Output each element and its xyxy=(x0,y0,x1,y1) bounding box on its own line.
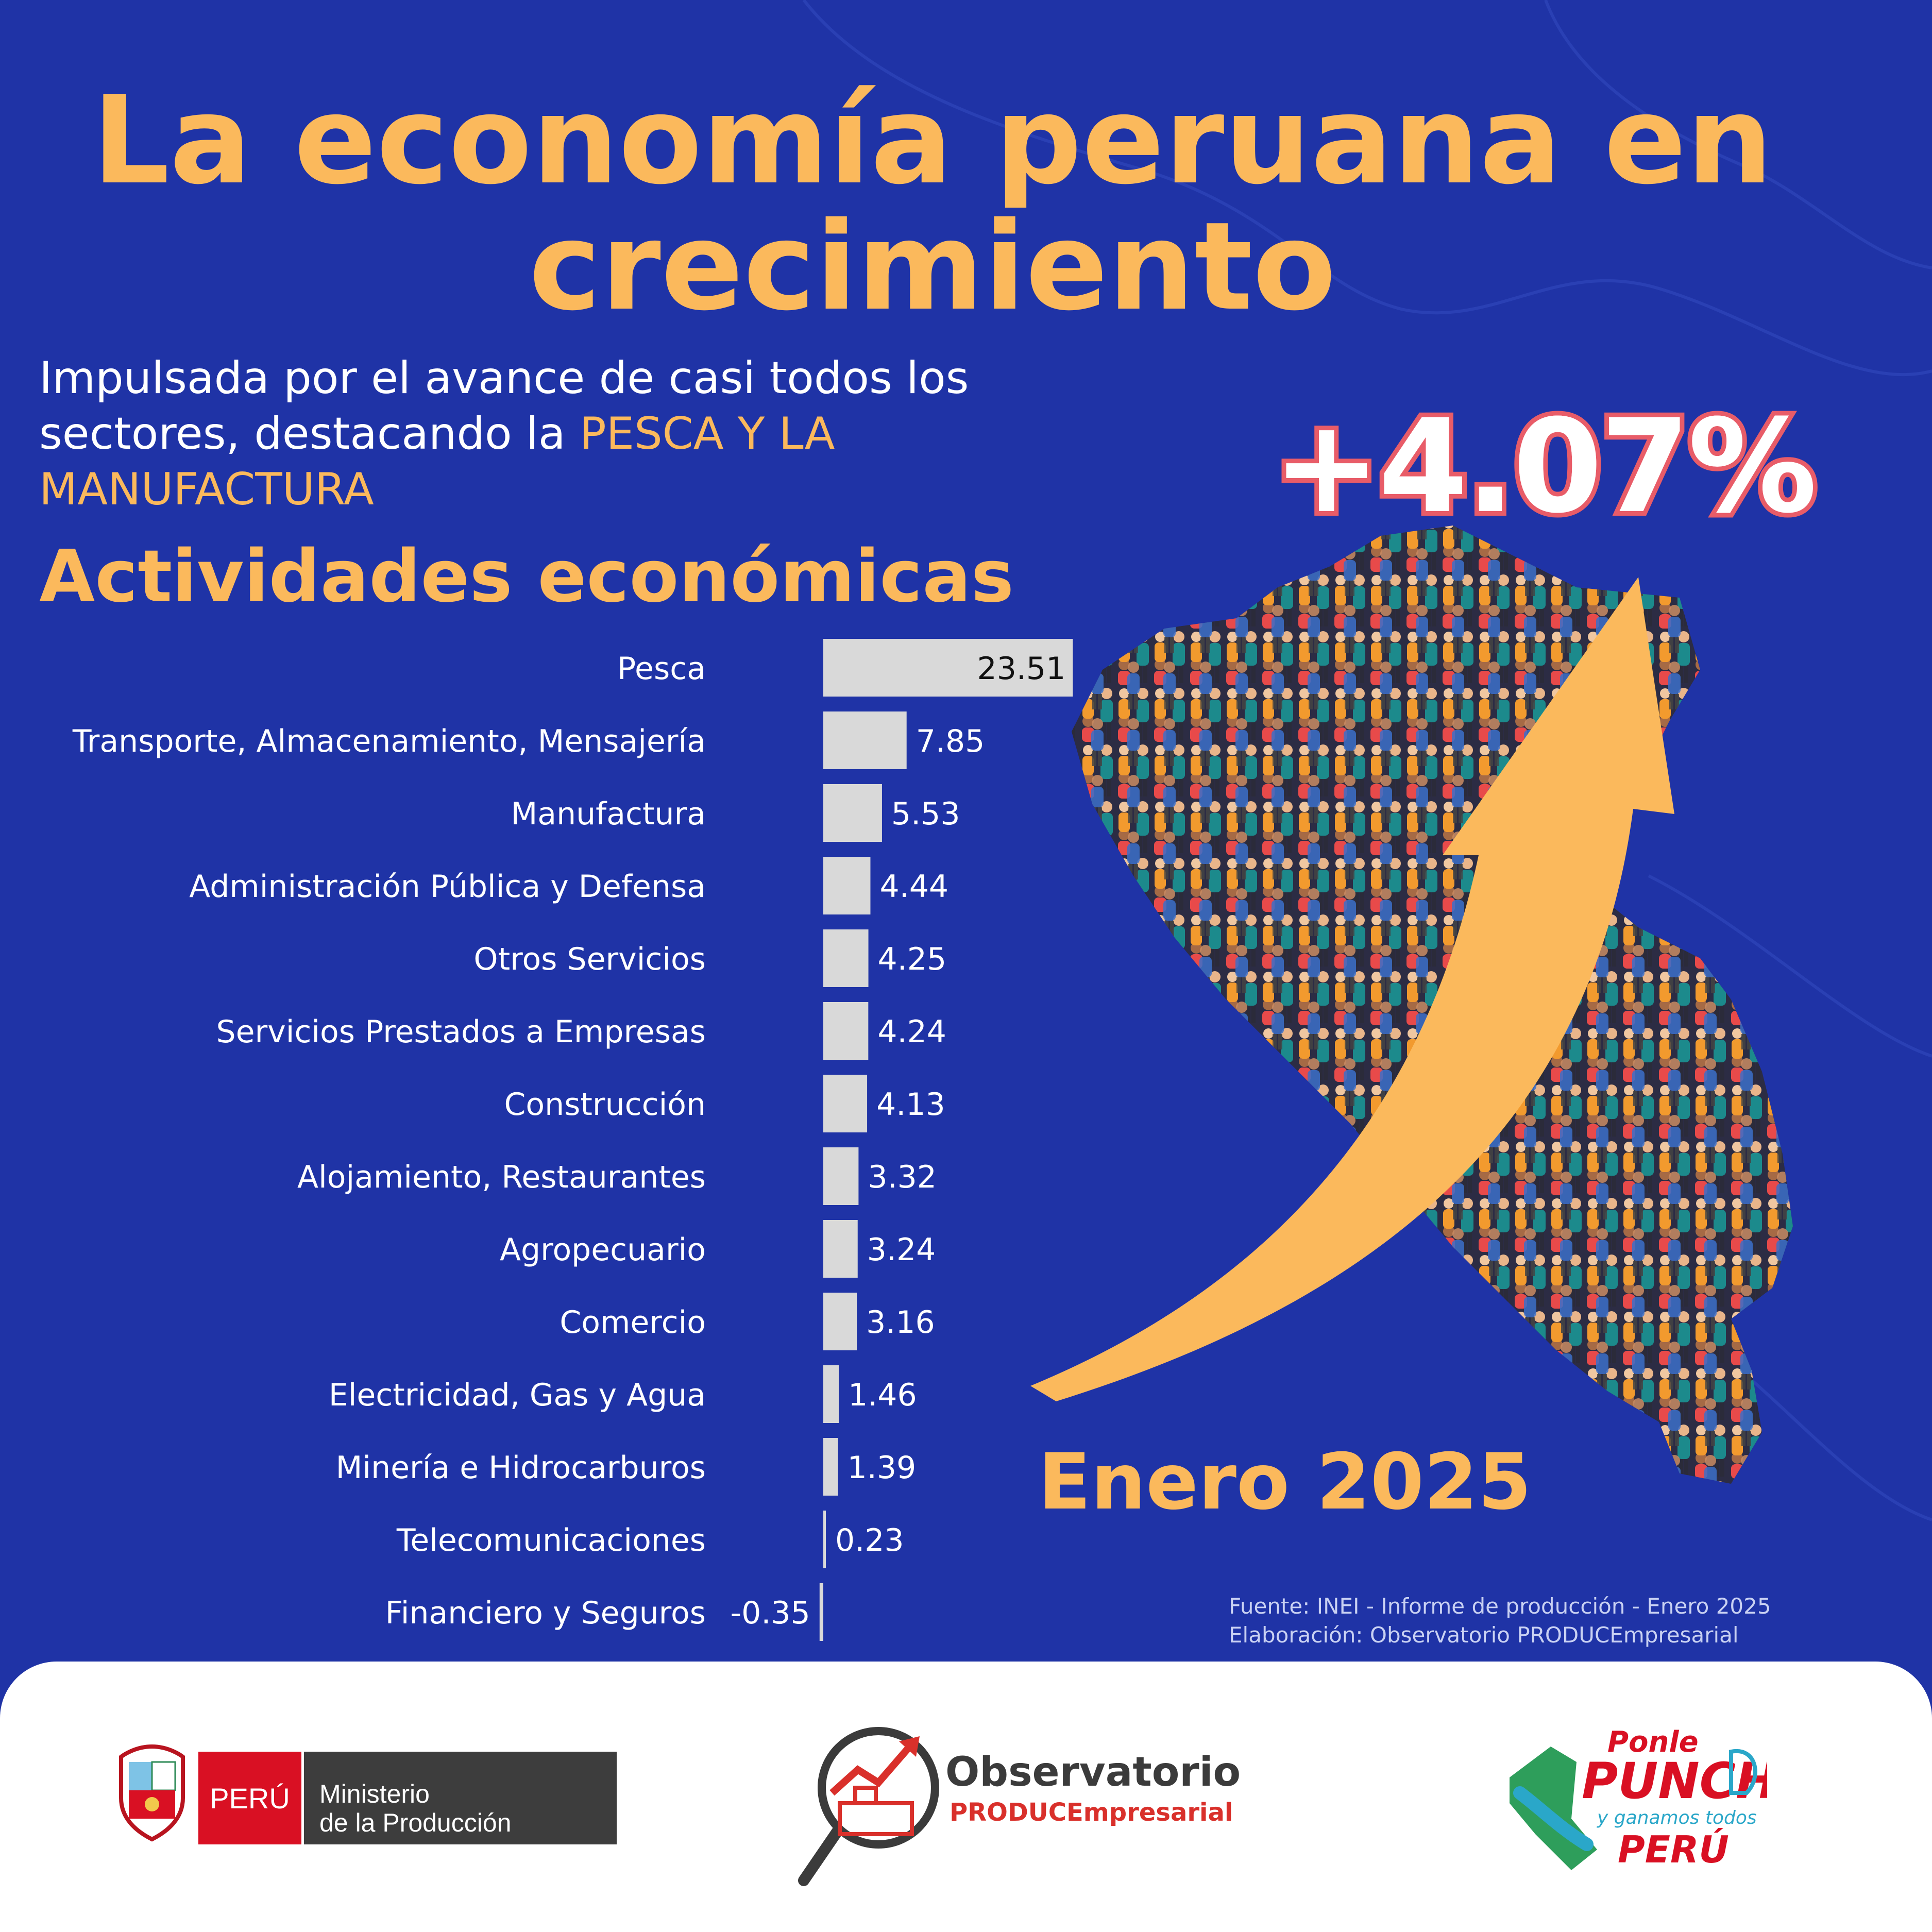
bar xyxy=(823,857,871,914)
category-label: Manufactura xyxy=(511,796,706,832)
category-label: Construcción xyxy=(504,1087,706,1123)
bar xyxy=(823,711,907,769)
value-label: 3.24 xyxy=(867,1232,936,1268)
category-label: Electricidad, Gas y Agua xyxy=(329,1377,706,1413)
value-label: 5.53 xyxy=(891,796,960,832)
ministry-line-2: de la Producción xyxy=(319,1808,512,1837)
ministry-line-1: Ministerio xyxy=(319,1780,430,1808)
category-label: Servicios Prestados a Empresas xyxy=(216,1014,706,1050)
gov-ministry-box: Ministerio de la Producción xyxy=(304,1752,617,1844)
subtitle: Impulsada por el avance de casi todos lo… xyxy=(39,350,1070,517)
category-label: Minería e Hidrocarburos xyxy=(336,1450,706,1486)
headline-value-outline: +4.07% xyxy=(1268,387,1822,546)
observatorio-name: Observatorio xyxy=(945,1749,1241,1795)
value-label: 3.16 xyxy=(866,1304,935,1341)
svg-text:PERÚ: PERÚ xyxy=(1618,1828,1729,1871)
bar xyxy=(823,929,869,987)
category-label: Financiero y Seguros xyxy=(385,1595,706,1631)
bar xyxy=(823,1220,858,1278)
value-label: 23.51 xyxy=(977,651,1066,687)
bar xyxy=(823,1438,838,1496)
value-label: 7.85 xyxy=(916,723,985,759)
bar xyxy=(819,1583,823,1641)
headline-value: +4.07% xyxy=(1273,392,1817,541)
bar-chart: Pesca 23.51 Transporte, Almacenamiento, Me… xyxy=(72,639,1073,1641)
category-label: Agropecuario xyxy=(500,1232,706,1268)
svg-text:Ponle: Ponle xyxy=(1607,1725,1699,1759)
value-label: 4.25 xyxy=(878,941,947,977)
category-label: Otros Servicios xyxy=(473,941,706,977)
category-label: Administración Pública y Defensa xyxy=(189,869,706,905)
elaboration-line: Elaboración: Observatorio PRODUCEmpresar… xyxy=(1229,1622,1739,1648)
page-title: La economía peruana en crecimiento xyxy=(92,70,1773,337)
source-line: Fuente: INEI - Informe de producción - E… xyxy=(1229,1594,1771,1619)
bar xyxy=(823,1293,857,1350)
value-label: 0.23 xyxy=(835,1522,904,1558)
category-label: Alojamiento, Restaurantes xyxy=(297,1159,706,1195)
bar xyxy=(823,784,882,842)
value-label: 1.39 xyxy=(848,1450,917,1486)
bar xyxy=(823,1365,839,1423)
chart-title: Actividades económicas xyxy=(39,535,1014,619)
bar xyxy=(823,1147,859,1205)
svg-text:PUNCHE: PUNCHE xyxy=(1582,1752,1767,1810)
bar xyxy=(823,639,1073,697)
value-label: 4.24 xyxy=(877,1014,946,1050)
value-label: 3.32 xyxy=(868,1159,937,1195)
value-label: -0.35 xyxy=(731,1595,810,1631)
value-label: 1.46 xyxy=(848,1377,917,1413)
value-label: 4.13 xyxy=(876,1087,945,1123)
source-note: Fuente: INEI - Informe de producción - E… xyxy=(1229,1592,1771,1650)
category-label: Telecomunicaciones xyxy=(396,1522,706,1558)
bar xyxy=(823,1002,869,1060)
ponle-punche-logo-icon: Ponle PUNCHE y ganamos todos PERÚ xyxy=(1510,1725,1767,1871)
category-label: Transporte, Almacenamiento, Mensajería xyxy=(72,723,706,759)
svg-text:y ganamos todos: y ganamos todos xyxy=(1597,1807,1757,1828)
observatorio-subname: PRODUCEmpresarial xyxy=(950,1798,1233,1827)
bar xyxy=(823,1075,868,1132)
peru-coat-of-arms-icon xyxy=(119,1744,185,1842)
category-label: Pesca xyxy=(617,651,706,687)
category-label: Comercio xyxy=(560,1304,706,1341)
growth-arrow-icon xyxy=(1030,577,1674,1401)
subtitle-highlight: PESCA Y LA MANUFACTURA xyxy=(39,408,835,515)
value-label: 4.44 xyxy=(879,869,948,905)
magnifier-chart-icon xyxy=(798,1727,939,1886)
gov-country-box: PERÚ xyxy=(198,1752,301,1844)
bar xyxy=(823,1511,826,1568)
subtitle-text: Impulsada por el avance de casi todos lo… xyxy=(39,352,969,460)
period-label: Enero 2025 xyxy=(1038,1437,1532,1527)
